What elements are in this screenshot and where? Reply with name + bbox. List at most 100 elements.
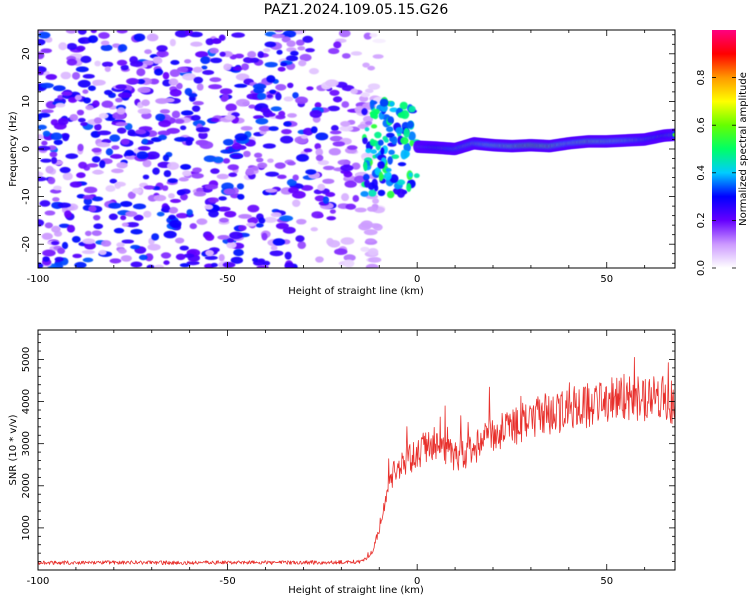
spectrogram-cell xyxy=(232,66,244,71)
spectrogram-cell xyxy=(310,126,318,134)
spectrogram-cell xyxy=(137,86,151,94)
spectrogram-cell xyxy=(372,197,379,205)
spectrogram-cell xyxy=(96,142,111,148)
spectrogram-cell xyxy=(143,210,152,218)
spectrogram-cell xyxy=(180,163,192,170)
spectrogram-cell xyxy=(255,157,264,163)
spectrogram-cell xyxy=(399,101,408,110)
spectrogram-cell xyxy=(159,109,171,114)
spectrogram-cell xyxy=(277,174,287,180)
spectrogram-cell xyxy=(192,100,204,106)
spectrogram-cell xyxy=(243,150,251,158)
spectrogram-cell xyxy=(372,54,384,59)
spectrogram-cell xyxy=(238,225,247,231)
spectrogram-cell xyxy=(391,136,398,145)
spectrogram-cell xyxy=(256,265,269,268)
spectrogram-cell xyxy=(222,261,236,268)
spectrogram-cell xyxy=(329,135,343,142)
spectrogram-cell xyxy=(365,148,372,154)
spectrogram-cell xyxy=(389,174,399,184)
spectrogram-cell xyxy=(60,71,72,80)
spectrogram-cell xyxy=(372,38,386,44)
y-tick-label: 1000 xyxy=(21,515,32,540)
spectrogram-cell xyxy=(176,82,183,90)
spectrogram-cell xyxy=(260,107,270,114)
spectrogram-cell xyxy=(383,171,392,181)
x-tick-label: 50 xyxy=(600,274,613,285)
spectrogram-cell xyxy=(82,194,94,200)
spectrogram-cell xyxy=(303,148,313,153)
spectrogram-cell xyxy=(270,212,282,218)
spectrogram-cell xyxy=(116,242,125,248)
spectrogram-cell xyxy=(125,155,137,160)
spectrogram-x-axis-label: Height of straight line (km) xyxy=(288,286,424,297)
spectrogram-cell xyxy=(269,89,277,94)
spectrogram-cell xyxy=(235,98,250,107)
spectrogram-cell xyxy=(169,89,182,97)
spectrogram-cell xyxy=(341,101,350,108)
y-tick-label: 0 xyxy=(21,146,32,152)
y-tick-label: 10 xyxy=(21,95,32,108)
spectrogram-cell xyxy=(334,248,348,256)
spectrogram-cell xyxy=(40,158,52,163)
spectrogram-cell xyxy=(264,41,277,48)
spectrogram-cell xyxy=(94,123,102,131)
spectrogram-cell xyxy=(177,189,185,196)
spectrogram-cell xyxy=(202,69,215,75)
spectrogram-cell xyxy=(275,114,286,120)
snr-x-ticks: -100 -50 0 50 xyxy=(27,330,646,587)
spectrogram-cell xyxy=(291,190,306,199)
spectrogram-cell xyxy=(236,183,245,190)
spectrogram-cell xyxy=(210,57,223,64)
spectrogram-cell xyxy=(116,107,126,115)
spectrogram-cell xyxy=(62,172,73,181)
spectrogram-cell xyxy=(256,92,267,100)
spectrogram-cell xyxy=(346,145,358,150)
spectrogram-cell xyxy=(302,127,314,136)
spectrogram-cell xyxy=(38,31,51,39)
spectrogram-cell xyxy=(226,241,237,249)
spectrogram-cell xyxy=(192,119,206,127)
spectrogram-cell xyxy=(55,102,66,108)
spectrogram-cell xyxy=(113,227,125,234)
spectrogram-cell xyxy=(101,61,114,68)
spectrogram-cell xyxy=(195,51,209,58)
spectrogram-cell xyxy=(88,85,96,91)
spectrogram-cell xyxy=(409,139,415,147)
spectrogram-cell xyxy=(377,139,384,146)
x-tick-label: 0 xyxy=(414,576,420,587)
spectrogram-cell xyxy=(362,173,370,181)
spectrogram-cell xyxy=(69,113,79,122)
spectrogram-cell xyxy=(247,216,259,225)
spectrogram-cell xyxy=(209,47,219,54)
spectrogram-cell xyxy=(340,237,355,245)
spectrogram-cell xyxy=(78,161,88,169)
spectrogram-cell xyxy=(115,97,123,103)
spectrogram-cell xyxy=(98,249,107,256)
spectrogram-cell xyxy=(224,210,237,218)
spectrogram-cell xyxy=(302,35,314,43)
spectrogram-cell xyxy=(367,247,379,256)
spectrogram-cell xyxy=(305,48,315,53)
spectrogram-cell xyxy=(218,196,227,201)
spectrogram-cell xyxy=(277,66,286,72)
spectrogram-cell xyxy=(350,88,358,95)
spectrogram-cell xyxy=(329,89,340,96)
spectrogram-cell xyxy=(403,142,411,153)
spectrogram-cell xyxy=(261,232,268,241)
spectrogram-cell xyxy=(137,146,151,151)
spectrogram-cell xyxy=(384,138,389,143)
spectrogram-cell xyxy=(275,222,289,230)
spectrogram-cell xyxy=(168,206,179,214)
spectrogram-cell xyxy=(672,132,675,137)
spectrogram-cell xyxy=(224,114,236,120)
spectrogram-cell xyxy=(116,59,128,66)
y-tick-label: -10 xyxy=(21,188,32,204)
spectrogram-cell xyxy=(217,235,230,240)
spectrogram-cell xyxy=(240,125,253,131)
spectrogram-cell xyxy=(338,30,351,38)
spectrogram-cell xyxy=(229,231,243,240)
spectrogram-cell xyxy=(284,262,295,268)
spectrogram-cell xyxy=(82,73,95,79)
spectrogram-cell xyxy=(94,60,101,67)
